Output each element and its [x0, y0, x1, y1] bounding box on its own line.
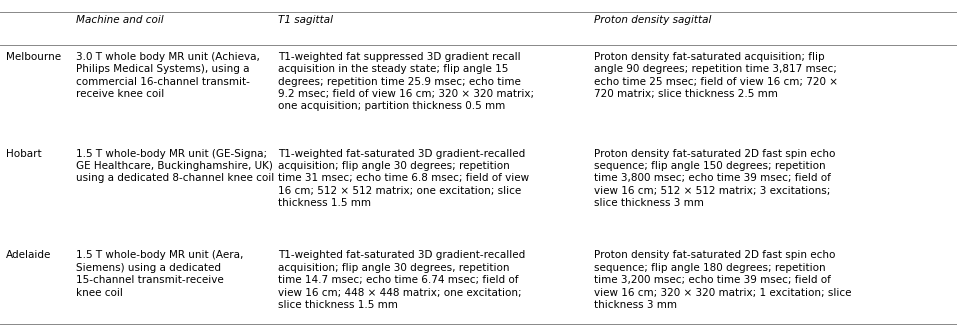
Text: T1-weighted fat suppressed 3D gradient recall
acquisition in the steady state; f: T1-weighted fat suppressed 3D gradient r… — [278, 52, 535, 111]
Text: Melbourne: Melbourne — [6, 52, 61, 62]
Text: Proton density fat-saturated acquisition; flip
angle 90 degrees; repetition time: Proton density fat-saturated acquisition… — [594, 52, 838, 99]
Text: T1-weighted fat-saturated 3D gradient-recalled
acquisition; flip angle 30 degree: T1-weighted fat-saturated 3D gradient-re… — [278, 149, 529, 208]
Text: Proton density sagittal: Proton density sagittal — [594, 15, 712, 25]
Text: 1.5 T whole-body MR unit (GE-Signa;
GE Healthcare, Buckinghamshire, UK)
using a : 1.5 T whole-body MR unit (GE-Signa; GE H… — [76, 149, 274, 183]
Text: Hobart: Hobart — [6, 149, 41, 159]
Text: 3.0 T whole body MR unit (Achieva,
Philips Medical Systems), using a
commercial : 3.0 T whole body MR unit (Achieva, Phili… — [76, 52, 259, 99]
Text: Machine and coil: Machine and coil — [76, 15, 164, 25]
Text: Proton density fat-saturated 2D fast spin echo
sequence; flip angle 180 degrees;: Proton density fat-saturated 2D fast spi… — [594, 250, 852, 310]
Text: T1 sagittal: T1 sagittal — [278, 15, 333, 25]
Text: Adelaide: Adelaide — [6, 250, 51, 261]
Text: 1.5 T whole-body MR unit (Aera,
Siemens) using a dedicated
15-channel transmit-r: 1.5 T whole-body MR unit (Aera, Siemens)… — [76, 250, 243, 298]
Text: T1-weighted fat-saturated 3D gradient-recalled
acquisition; flip angle 30 degree: T1-weighted fat-saturated 3D gradient-re… — [278, 250, 525, 310]
Text: Proton density fat-saturated 2D fast spin echo
sequence; flip angle 150 degrees;: Proton density fat-saturated 2D fast spi… — [594, 149, 835, 208]
